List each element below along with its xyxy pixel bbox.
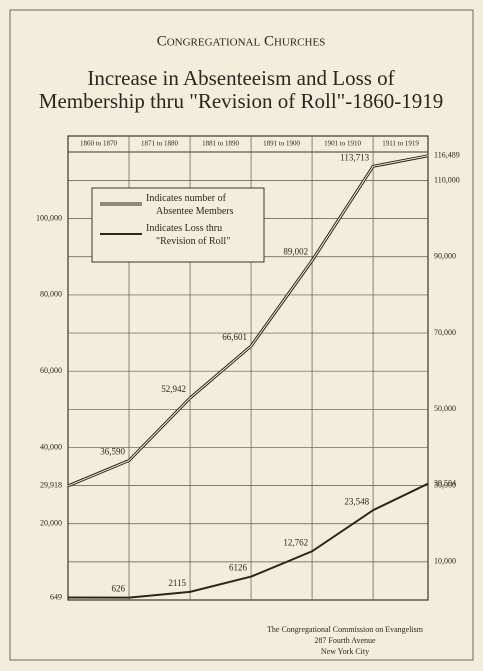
chart-title: Increase in Absenteeism and Loss of — [87, 66, 394, 90]
period-label: 1881 to 1890 — [202, 140, 239, 148]
data-label: 6126 — [229, 563, 248, 573]
data-label: 89,002 — [283, 247, 308, 257]
data-label: 29,918 — [40, 481, 62, 490]
y-tick-label: 60,000 — [40, 366, 62, 375]
footer: New York City — [321, 647, 369, 656]
kicker: Congregational Churches — [157, 33, 326, 49]
data-label: 30,504 — [434, 478, 456, 487]
legend-label: Indicates Loss thru "Revision of Roll" — [146, 223, 230, 247]
data-label: 36,590 — [100, 447, 125, 457]
series-line — [67, 482, 429, 599]
y2-tick-label: 110,000 — [434, 175, 460, 184]
legend-label: Indicates number of Absentee Members — [146, 193, 234, 217]
data-label: 66,601 — [222, 332, 247, 342]
frame — [9, 9, 474, 661]
period-label: 1891 to 1900 — [263, 140, 300, 148]
data-label: 113,713 — [340, 152, 369, 162]
y-tick-label: 20,000 — [40, 519, 62, 528]
series-line-inner — [67, 155, 429, 487]
legend-box — [91, 187, 265, 263]
plot-border — [67, 135, 429, 601]
y-tick-label: 80,000 — [40, 290, 62, 299]
y2-tick-label: 50,000 — [434, 404, 456, 413]
period-label: 1871 to 1880 — [141, 140, 178, 148]
data-label: 626 — [112, 584, 126, 594]
period-label: 1860 to 1870 — [80, 140, 117, 148]
y2-tick-label: 30,000 — [434, 480, 456, 489]
footer: 287 Fourth Avenue — [314, 636, 376, 645]
data-label: 116,489 — [434, 151, 460, 160]
data-label: 12,762 — [283, 537, 308, 547]
y-tick-label: 40,000 — [40, 442, 62, 451]
period-label: 1901 to 1910 — [324, 140, 361, 148]
y2-tick-label: 70,000 — [434, 328, 456, 337]
y2-tick-label: 10,000 — [434, 557, 456, 566]
y-tick-label: 100,000 — [36, 213, 62, 222]
chart-title: Membership thru "Revision of Roll"-1860-… — [39, 89, 443, 113]
data-label: 649 — [50, 592, 62, 601]
data-label: 23,548 — [344, 496, 369, 506]
data-label: 52,942 — [161, 384, 186, 394]
data-label: 2115 — [168, 578, 186, 588]
footer: The Congregational Commission on Evangel… — [267, 625, 424, 634]
y2-tick-label: 90,000 — [434, 252, 456, 261]
period-label: 1911 to 1919 — [382, 140, 419, 148]
